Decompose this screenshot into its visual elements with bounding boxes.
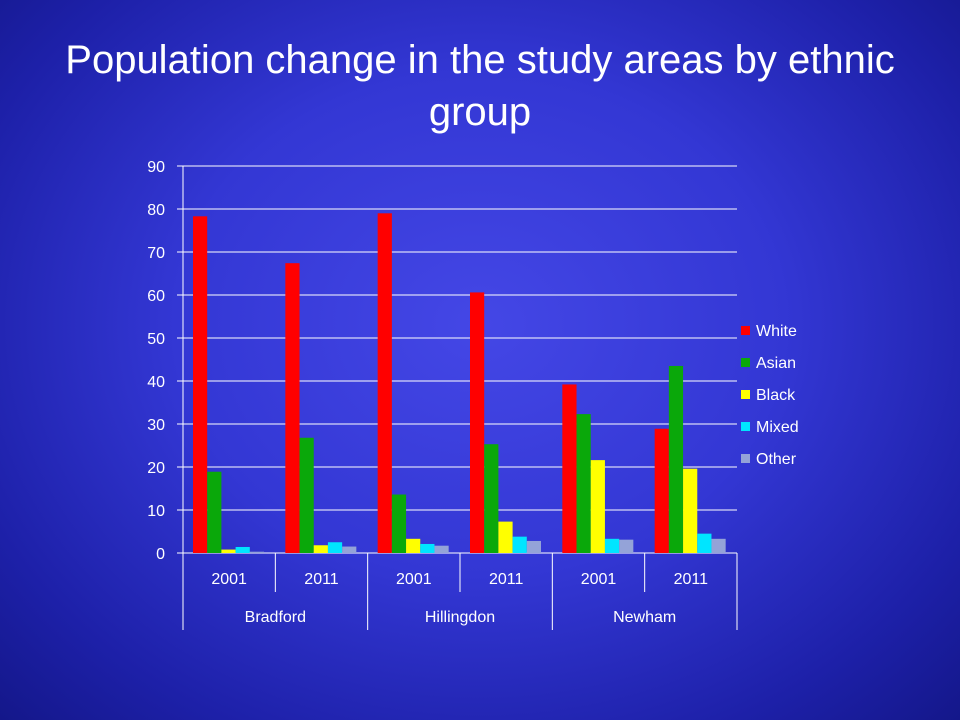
- y-tick-label: 0: [156, 546, 165, 563]
- gridlines: [183, 165, 737, 511]
- legend-label: White: [756, 323, 797, 340]
- legend: White Asian Black Mixed Other: [741, 323, 799, 468]
- bar-white: [470, 292, 485, 553]
- bar-white: [562, 384, 577, 553]
- bar-white: [193, 216, 208, 553]
- y-tick-label: 80: [147, 202, 165, 219]
- legend-label: Other: [756, 451, 797, 468]
- x-tick-label: 2011: [674, 571, 709, 588]
- y-tick-label: 20: [147, 460, 165, 477]
- x-tick-label: 2001: [581, 571, 617, 588]
- bar-white: [285, 263, 300, 553]
- x-group-labels: Bradford Hillingdon Newham: [245, 609, 677, 626]
- legend-swatch: [741, 422, 750, 431]
- y-tick-label: 70: [147, 245, 165, 262]
- bar-black: [313, 545, 328, 553]
- x-tick-label: 2001: [211, 571, 247, 588]
- bar-black: [498, 521, 513, 553]
- y-tick-label: 50: [147, 331, 165, 348]
- y-tick-label: 60: [147, 288, 165, 305]
- bar-other: [526, 540, 541, 553]
- bar-black: [221, 549, 236, 553]
- bar-asian: [668, 365, 684, 553]
- legend-swatch: [741, 454, 750, 463]
- bar-asian: [299, 437, 314, 553]
- y-tick-label: 30: [147, 417, 165, 434]
- bar-mixed: [697, 533, 712, 553]
- legend-swatch: [741, 358, 750, 367]
- x-tick-label: 2011: [489, 571, 524, 588]
- x-group-label: Newham: [613, 609, 676, 626]
- bar-white: [654, 428, 669, 553]
- bar-asian: [391, 494, 407, 553]
- legend-label: Black: [756, 387, 796, 404]
- bar-other: [249, 551, 264, 553]
- bar-other: [619, 539, 634, 553]
- bar-mixed: [512, 536, 527, 553]
- x-tick-label: 2001: [396, 571, 432, 588]
- slide-title: Population change in the study areas by …: [65, 38, 895, 134]
- bar-asian: [576, 414, 591, 553]
- x-group-label: Hillingdon: [425, 609, 495, 626]
- bar-mixed: [420, 543, 435, 553]
- bar-other: [711, 538, 726, 553]
- bar-black: [683, 468, 698, 553]
- bar-black: [406, 538, 421, 553]
- bar-other: [434, 545, 449, 553]
- legend-label: Mixed: [756, 419, 799, 436]
- y-tick-labels: 0 10 20 30 40 50 60 70 80 90: [147, 159, 165, 563]
- axes: [177, 165, 738, 630]
- x-tick-label: 2011: [304, 571, 339, 588]
- legend-swatch: [741, 326, 750, 335]
- y-tick-label: 40: [147, 374, 165, 391]
- legend-swatch: [741, 390, 750, 399]
- bar-mixed: [604, 538, 620, 553]
- bar-white: [377, 213, 392, 554]
- bar-asian: [484, 444, 499, 553]
- bar-mixed: [235, 546, 250, 553]
- y-tick-label: 10: [147, 503, 165, 520]
- bars: [193, 213, 726, 554]
- bar-black: [590, 460, 605, 553]
- x-group-label: Bradford: [245, 609, 306, 626]
- x-tick-labels: 2001 2011 2001 2011 2001 2011: [211, 571, 708, 588]
- y-tick-label: 90: [147, 159, 165, 176]
- bar-mixed: [327, 542, 343, 553]
- bar-other: [342, 546, 357, 553]
- bar-asian: [207, 471, 222, 553]
- legend-label: Asian: [756, 355, 796, 372]
